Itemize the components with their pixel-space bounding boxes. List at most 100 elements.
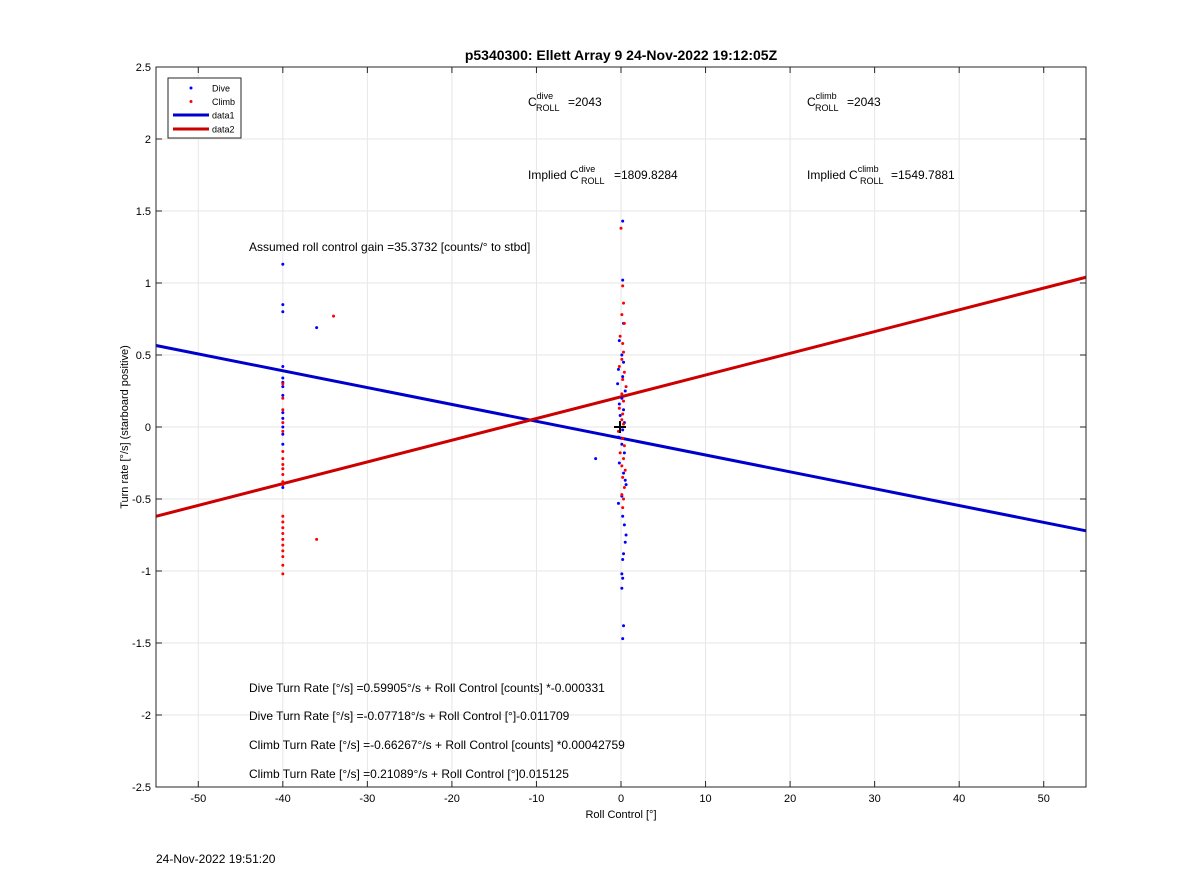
climb-point — [621, 412, 625, 416]
climb-point — [281, 537, 285, 541]
dive-point — [616, 382, 620, 386]
climb-point — [622, 301, 626, 305]
y-tick-label: 2 — [145, 134, 151, 146]
dive-point — [622, 360, 626, 364]
y-tick-label: 1 — [145, 278, 151, 290]
svg-text:ROLL: ROLL — [536, 103, 560, 113]
climb-point — [620, 357, 624, 361]
climb-point — [622, 444, 626, 448]
dive-point — [617, 339, 621, 343]
climb-point — [281, 480, 285, 484]
dive-point — [281, 393, 285, 397]
dive-point — [594, 457, 598, 461]
dive-point — [623, 540, 627, 544]
x-tick-label: 0 — [618, 793, 624, 805]
climb-point — [281, 563, 285, 567]
dive-point — [624, 533, 628, 537]
y-tick-label: 2.5 — [136, 62, 151, 74]
dive-point — [623, 389, 627, 393]
roll-gain-annotation: Assumed roll control gain =35.3732 [coun… — [249, 240, 530, 254]
x-tick-label: -30 — [359, 793, 375, 805]
dive-point — [617, 402, 621, 406]
climb-point — [622, 350, 626, 354]
dive-point — [621, 278, 625, 282]
dive-point — [621, 557, 625, 561]
dive-point — [281, 425, 285, 429]
svg-text:ROLL: ROLL — [815, 103, 839, 113]
dive-point — [620, 353, 624, 357]
dive-point — [622, 624, 626, 628]
y-tick-label: -1 — [141, 566, 151, 578]
climb-point — [622, 370, 626, 374]
legend-dive-marker — [189, 86, 193, 90]
y-tick-label: 0.5 — [136, 350, 151, 362]
climb-point — [621, 475, 625, 479]
climb-point — [621, 341, 625, 345]
dive-point — [617, 461, 621, 465]
svg-text:Cclimb: Cclimb — [807, 91, 837, 109]
climb-point — [622, 321, 626, 325]
legend-data2-label: data2 — [212, 125, 235, 135]
climb-point — [622, 457, 626, 461]
dive-point — [620, 572, 624, 576]
x-tick-label: -40 — [275, 793, 291, 805]
svg-text:Implied Cclimb: Implied Cclimb — [807, 164, 879, 182]
x-axis-label: Roll Control [°] — [585, 809, 656, 821]
x-tick-label: 50 — [1038, 793, 1050, 805]
ticks: -50 -40 -30 -20 -10 0 10 20 30 40 50 2.5 2 1.5 1 0.5 0 -0… — [132, 62, 1086, 805]
legend-data1-label: data1 — [212, 111, 235, 121]
svg-text:=2043: =2043 — [847, 95, 881, 109]
climb-point — [281, 462, 285, 466]
climb-point — [620, 418, 624, 422]
climb-point — [281, 457, 285, 461]
climb-point — [619, 226, 623, 230]
climb-point — [620, 313, 624, 317]
dive-point — [616, 435, 620, 439]
print-timestamp: 24-Nov-2022 19:51:20 — [156, 852, 276, 866]
climb-point — [281, 473, 285, 477]
legend: Dive Climb data1 data2 — [167, 77, 242, 139]
climb-point — [624, 385, 628, 389]
climb-point — [281, 549, 285, 553]
climb-point — [622, 485, 626, 489]
dive-point — [621, 219, 625, 223]
y-tick-label: -0.5 — [132, 494, 151, 506]
x-tick-label: 40 — [953, 793, 965, 805]
dive-point — [622, 552, 626, 556]
legend-climb-marker — [189, 100, 193, 103]
fit-lines — [155, 275, 1087, 533]
dive-point — [281, 411, 285, 415]
climb-point — [281, 572, 285, 576]
climb-point — [281, 382, 285, 386]
climb-point — [281, 467, 285, 471]
c-roll-climb: Cclimb ROLL =2043 — [807, 91, 881, 113]
climb-point — [332, 314, 336, 318]
dive-point — [616, 367, 620, 371]
dive-point — [281, 485, 285, 489]
origin-marker — [614, 421, 626, 433]
dive-point — [620, 396, 624, 400]
climb-point — [623, 468, 627, 472]
climb-point — [281, 408, 285, 412]
svg-text:Cdive: Cdive — [528, 91, 553, 109]
data1-fit-line — [155, 344, 1087, 533]
dive-point — [622, 408, 626, 412]
climb-point — [620, 464, 624, 468]
dive-point — [281, 310, 285, 314]
dive-point — [621, 428, 625, 432]
x-tick-label: -10 — [529, 793, 545, 805]
svg-text:=1809.8284: =1809.8284 — [614, 168, 678, 182]
legend-dive-label: Dive — [212, 84, 230, 94]
climb-point — [281, 514, 285, 518]
fit-dive-degrees: Dive Turn Rate [°/s] =-0.07718°/s + Roll… — [249, 709, 570, 723]
climb-point — [617, 406, 621, 410]
dive-point — [620, 586, 624, 590]
y-axis-label: Turn rate [°/s] (starboard positive) — [119, 345, 131, 509]
dive-point — [621, 576, 625, 580]
climb-point — [281, 429, 285, 433]
dive-point — [281, 376, 285, 380]
climb-point — [281, 396, 285, 400]
dive-point — [622, 451, 626, 455]
c-roll-dive: Cdive ROLL =2043 — [528, 91, 602, 113]
dive-point — [281, 442, 285, 446]
